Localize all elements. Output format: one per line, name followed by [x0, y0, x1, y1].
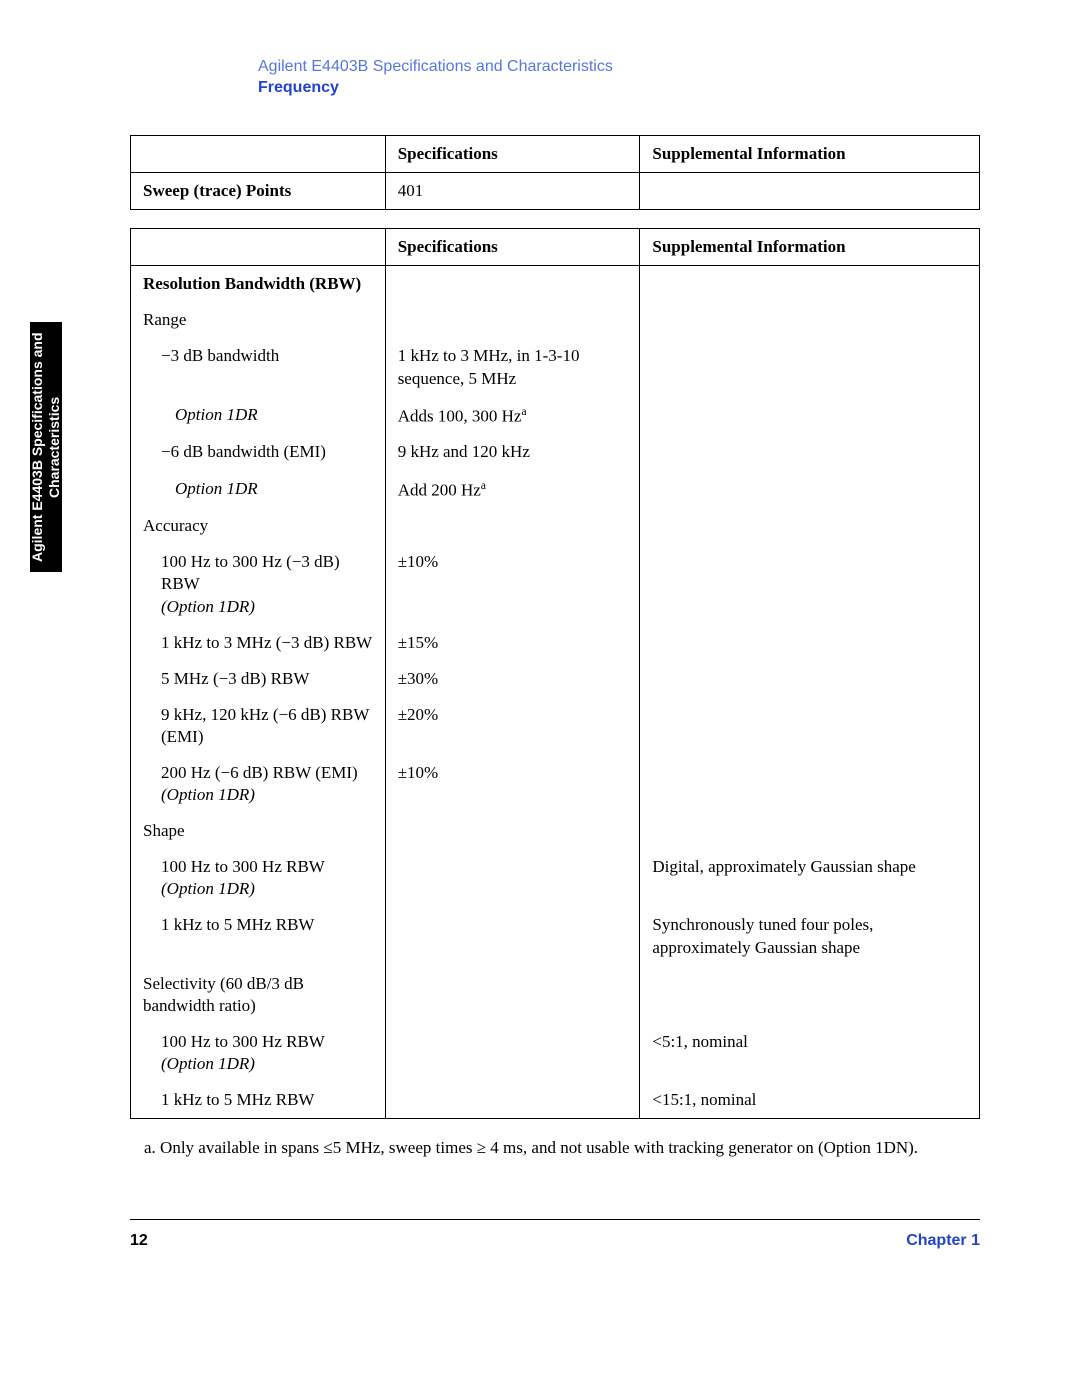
cell-label: 100 Hz to 300 Hz RBW(Option 1DR)	[131, 1024, 386, 1082]
cell-label: Selectivity (60 dB/3 dB bandwidth ratio)	[131, 966, 386, 1024]
col-header: Specifications	[385, 229, 640, 266]
table-row: 1 kHz to 5 MHz RBW Synchronously tuned fo…	[131, 907, 980, 965]
cell-spec: 401	[385, 173, 640, 210]
cell-label: −6 dB bandwidth (EMI)	[131, 434, 386, 470]
table-row: Range	[131, 302, 980, 338]
cell-spec	[385, 849, 640, 907]
cell-spec: Add 200 Hza	[385, 471, 640, 509]
cell-spec	[385, 966, 640, 1024]
table-row: 5 MHz (−3 dB) RBW±30%	[131, 661, 980, 697]
table-row: 200 Hz (−6 dB) RBW (EMI)(Option 1DR)±10%	[131, 755, 980, 813]
cell-spec: ±20%	[385, 697, 640, 755]
table-row: Option 1DRAdds 100, 300 Hza	[131, 397, 980, 435]
cell-spec	[385, 813, 640, 849]
cell-label: 1 kHz to 5 MHz RBW	[131, 907, 386, 965]
table-row: 100 Hz to 300 Hz (−3 dB) RBW(Option 1DR)…	[131, 544, 980, 624]
page-content: Agilent E4403B Specifications and Charac…	[0, 0, 1080, 1300]
col-header: Specifications	[385, 136, 640, 173]
col-header: Supplemental Information	[640, 136, 980, 173]
table-row: Specifications Supplemental Information	[131, 229, 980, 266]
cell-supp: <5:1, nominal	[640, 1024, 980, 1082]
cell-supp	[640, 471, 980, 509]
cell-label: −3 dB bandwidth	[131, 338, 386, 396]
cell-spec: ±10%	[385, 755, 640, 813]
cell-spec: 1 kHz to 3 MHz, in 1-3-10 sequence, 5 MH…	[385, 338, 640, 396]
cell-spec	[385, 266, 640, 303]
cell-spec	[385, 302, 640, 338]
cell-supp	[640, 813, 980, 849]
cell-label: Resolution Bandwidth (RBW)	[131, 266, 386, 303]
cell-spec: Adds 100, 300 Hza	[385, 397, 640, 435]
table-sweep-points: Specifications Supplemental Information …	[130, 135, 980, 210]
cell-label: 5 MHz (−3 dB) RBW	[131, 661, 386, 697]
col-header: Supplemental Information	[640, 229, 980, 266]
header-section: Frequency	[258, 79, 980, 97]
table-resolution-bandwidth: Specifications Supplemental Information …	[130, 228, 980, 1119]
cell-spec	[385, 907, 640, 965]
table-row: Resolution Bandwidth (RBW)	[131, 266, 980, 303]
cell-label: Range	[131, 302, 386, 338]
cell-label: 9 kHz, 120 kHz (−6 dB) RBW(EMI)	[131, 697, 386, 755]
cell-label: Shape	[131, 813, 386, 849]
table-row: Sweep (trace) Points 401	[131, 173, 980, 210]
cell-spec: ±15%	[385, 625, 640, 661]
cell-label: Sweep (trace) Points	[131, 173, 386, 210]
cell-supp	[640, 397, 980, 435]
table-row: −6 dB bandwidth (EMI)9 kHz and 120 kHz	[131, 434, 980, 470]
cell-spec	[385, 1024, 640, 1082]
cell-supp	[640, 173, 980, 210]
chapter-label: Chapter 1	[906, 1232, 980, 1250]
table-row: Shape	[131, 813, 980, 849]
cell-supp: Synchronously tuned four poles, approxim…	[640, 907, 980, 965]
cell-spec	[385, 508, 640, 544]
table-row: 100 Hz to 300 Hz RBW(Option 1DR) Digital,…	[131, 849, 980, 907]
table-row: Specifications Supplemental Information	[131, 136, 980, 173]
cell-supp	[640, 544, 980, 624]
footer: 12 Chapter 1	[130, 1219, 980, 1250]
cell-supp	[640, 508, 980, 544]
cell-spec: ±10%	[385, 544, 640, 624]
col-header	[131, 229, 386, 266]
cell-spec: 9 kHz and 120 kHz	[385, 434, 640, 470]
cell-supp: Digital, approximately Gaussian shape	[640, 849, 980, 907]
cell-label: 1 kHz to 5 MHz RBW	[131, 1082, 386, 1119]
cell-label: Option 1DR	[131, 471, 386, 509]
cell-supp	[640, 434, 980, 470]
cell-spec	[385, 1082, 640, 1119]
table-row: Selectivity (60 dB/3 dB bandwidth ratio)	[131, 966, 980, 1024]
table-row: 1 kHz to 3 MHz (−3 dB) RBW±15%	[131, 625, 980, 661]
table-row: Accuracy	[131, 508, 980, 544]
cell-supp	[640, 302, 980, 338]
table-row: 9 kHz, 120 kHz (−6 dB) RBW(EMI)±20%	[131, 697, 980, 755]
cell-label: 100 Hz to 300 Hz (−3 dB) RBW(Option 1DR)	[131, 544, 386, 624]
cell-supp	[640, 661, 980, 697]
cell-supp	[640, 266, 980, 303]
cell-supp	[640, 338, 980, 396]
cell-supp	[640, 697, 980, 755]
header-subtitle: Agilent E4403B Specifications and Charac…	[258, 58, 980, 76]
cell-label: 1 kHz to 3 MHz (−3 dB) RBW	[131, 625, 386, 661]
cell-label: Accuracy	[131, 508, 386, 544]
cell-label: Option 1DR	[131, 397, 386, 435]
table-row: 1 kHz to 5 MHz RBW <15:1, nominal	[131, 1082, 980, 1119]
cell-supp	[640, 755, 980, 813]
table-row: 100 Hz to 300 Hz RBW(Option 1DR) <5:1, no…	[131, 1024, 980, 1082]
cell-supp	[640, 966, 980, 1024]
cell-supp: <15:1, nominal	[640, 1082, 980, 1119]
table-row: Option 1DRAdd 200 Hza	[131, 471, 980, 509]
cell-label: 100 Hz to 300 Hz RBW(Option 1DR)	[131, 849, 386, 907]
cell-supp	[640, 625, 980, 661]
cell-label: 200 Hz (−6 dB) RBW (EMI)(Option 1DR)	[131, 755, 386, 813]
col-header	[131, 136, 386, 173]
footnote: a. Only available in spans ≤5 MHz, sweep…	[144, 1137, 980, 1159]
cell-spec: ±30%	[385, 661, 640, 697]
table-row: −3 dB bandwidth1 kHz to 3 MHz, in 1-3-10…	[131, 338, 980, 396]
page-number: 12	[130, 1232, 148, 1250]
